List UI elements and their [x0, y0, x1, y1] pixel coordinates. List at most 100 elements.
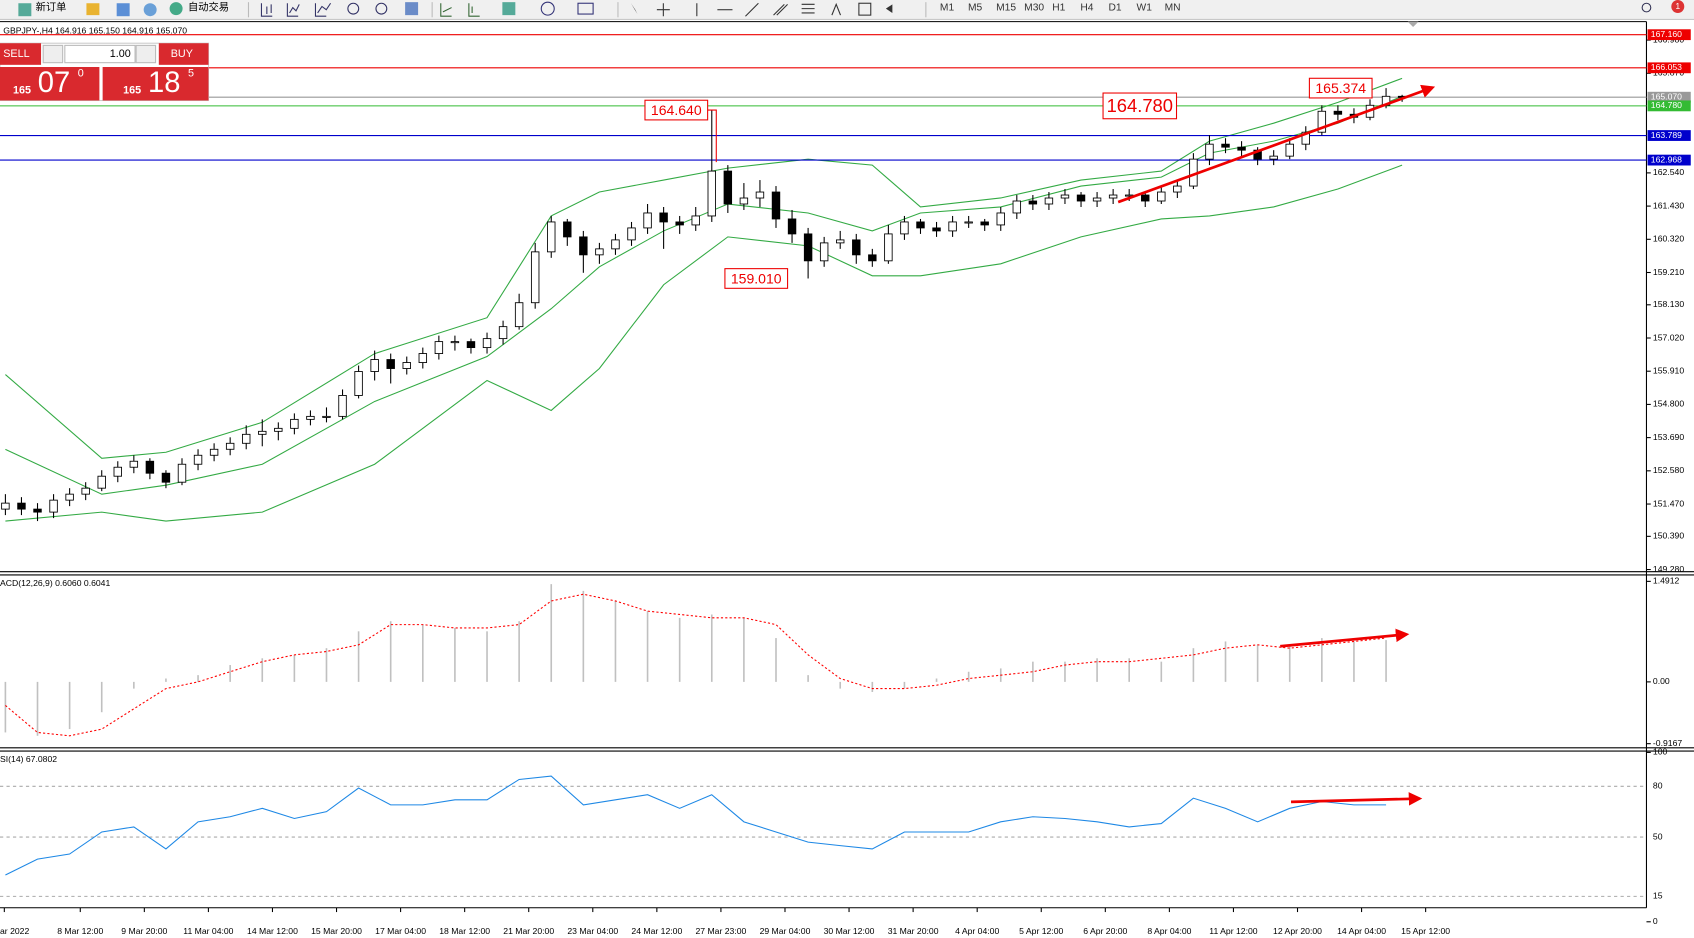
- candle-body: [33, 508, 42, 513]
- notification-badge[interactable]: [1671, 0, 1685, 13]
- price-level-label: 167.160: [1651, 29, 1682, 39]
- new-order-icon[interactable]: [18, 3, 32, 17]
- candle-body: [1141, 194, 1150, 202]
- trendline-icon[interactable]: [745, 2, 759, 17]
- macd-label: ACD(12,26,9) 0.6060 0.6041: [0, 578, 110, 588]
- candle-body: [547, 221, 556, 253]
- x-tick-label: 21 Mar 20:00: [503, 926, 554, 936]
- sell-button[interactable]: [0, 43, 42, 65]
- lot-down[interactable]: [42, 44, 64, 64]
- icon[interactable]: [143, 3, 157, 17]
- icon[interactable]: [86, 3, 100, 16]
- annotation-label: 165.374: [1315, 80, 1366, 96]
- shift-marker: [1407, 21, 1419, 28]
- price-level-box: [1647, 130, 1691, 141]
- candle-icon[interactable]: [286, 3, 300, 17]
- candle-body: [1060, 194, 1070, 199]
- candle-body: [595, 248, 604, 256]
- channel-icon[interactable]: [773, 3, 788, 16]
- x-tick-label: 5 Apr 12:00: [1019, 926, 1063, 936]
- trend-arrow: [1290, 792, 1423, 806]
- search-icon[interactable]: [1641, 2, 1652, 13]
- icon[interactable]: [116, 3, 130, 17]
- candle-body: [450, 341, 460, 344]
- timeframe-button[interactable]: H4: [1080, 2, 1093, 13]
- sell-label[interactable]: SELL: [3, 48, 29, 60]
- zoom-in[interactable]: [347, 2, 360, 15]
- shift-icon[interactable]: [468, 3, 480, 17]
- line-icon[interactable]: [314, 2, 332, 17]
- candle-body: [354, 371, 363, 396]
- candle-body: [1285, 143, 1294, 157]
- zoom-out[interactable]: [375, 2, 388, 15]
- auto-trade-icon[interactable]: [169, 2, 183, 16]
- annotation-box: [1102, 92, 1178, 120]
- y-tick-label: 150.390: [1653, 531, 1684, 541]
- templates-icon[interactable]: [577, 2, 594, 15]
- timeframe-button[interactable]: D1: [1108, 2, 1121, 13]
- arrows-icon[interactable]: [885, 4, 893, 13]
- crosshair-icon[interactable]: [656, 3, 670, 17]
- candle-body: [1173, 185, 1182, 193]
- lot-value[interactable]: 1.00: [110, 48, 131, 60]
- toolbar-bg: [0, 0, 1694, 20]
- x-tick-label: 14 Mar 12:00: [247, 926, 298, 936]
- candle-body: [787, 218, 797, 235]
- price-level-label: 166.053: [1651, 62, 1682, 72]
- cursor-icon[interactable]: [630, 3, 638, 15]
- x-tick-label: 9 Mar 20:00: [121, 926, 167, 936]
- x-tick-label: 18 Mar 12:00: [439, 926, 490, 936]
- candle-body: [1221, 143, 1230, 148]
- candle-body: [900, 221, 909, 235]
- x-tick-label: 11 Mar 04:00: [183, 926, 233, 936]
- y-tick-label: 50: [1653, 831, 1663, 841]
- y-tick-label: 100: [1653, 747, 1668, 757]
- x-tick-label: 15 Mar 20:00: [311, 926, 362, 936]
- badge-count: 1: [1675, 1, 1680, 11]
- price-level-box: [1647, 62, 1691, 74]
- candle-body: [1076, 194, 1086, 202]
- y-tick-label: 80: [1653, 781, 1663, 791]
- timeframe-button[interactable]: W1: [1137, 2, 1153, 13]
- candle-body: [498, 326, 508, 340]
- candle-body: [193, 454, 203, 465]
- timeframe-button[interactable]: M1: [940, 2, 955, 13]
- tile-icon[interactable]: [405, 2, 419, 16]
- candle-body: [916, 221, 925, 229]
- text-icon[interactable]: [831, 2, 842, 16]
- buy-button[interactable]: [158, 43, 209, 65]
- chart-title: GBPJPY-,H4 164.916 165.150 164.916 165.0…: [3, 26, 187, 36]
- new-order-button[interactable]: 新订单: [36, 0, 67, 13]
- toolbar: 新订单 自动交易 M1 M5 M15 M30 H1 H4 D1 W1 MN 1: [0, 0, 1694, 20]
- bid-box[interactable]: [0, 67, 100, 101]
- candle-body: [1028, 200, 1038, 205]
- buy-label[interactable]: BUY: [171, 48, 193, 60]
- indicators-icon[interactable]: [502, 2, 516, 16]
- bid-main: 07: [38, 67, 70, 99]
- autoscroll-icon[interactable]: [440, 3, 452, 17]
- x-tick-label: 15 Apr 12:00: [1401, 926, 1450, 936]
- lot-up[interactable]: [135, 44, 157, 64]
- fibo-icon[interactable]: [801, 3, 815, 14]
- candle-body: [836, 239, 845, 244]
- candle-body: [803, 233, 813, 262]
- candle-body: [771, 191, 781, 220]
- timeframe-button[interactable]: M15: [996, 2, 1016, 13]
- timeframe-button[interactable]: M30: [1024, 2, 1044, 13]
- bollinger-band: [5, 77, 1403, 459]
- timeframe-button[interactable]: M5: [968, 2, 983, 13]
- candle-body: [964, 221, 973, 224]
- timeframe-button[interactable]: H1: [1052, 2, 1065, 13]
- candle-body: [306, 415, 315, 420]
- periods-icon[interactable]: [540, 1, 555, 16]
- ask-box[interactable]: [102, 67, 209, 101]
- x-tick-label: 8 Apr 04:00: [1147, 926, 1191, 936]
- lot-input[interactable]: [64, 44, 136, 64]
- label-icon[interactable]: [858, 2, 872, 16]
- auto-trade-button[interactable]: 自动交易: [188, 0, 229, 13]
- bar-chart-icon[interactable]: [260, 3, 273, 17]
- candle-body: [675, 221, 684, 226]
- x-tick-label: 31 Mar 20:00: [888, 926, 939, 936]
- candle-body: [932, 227, 941, 232]
- timeframe-button[interactable]: MN: [1165, 2, 1181, 13]
